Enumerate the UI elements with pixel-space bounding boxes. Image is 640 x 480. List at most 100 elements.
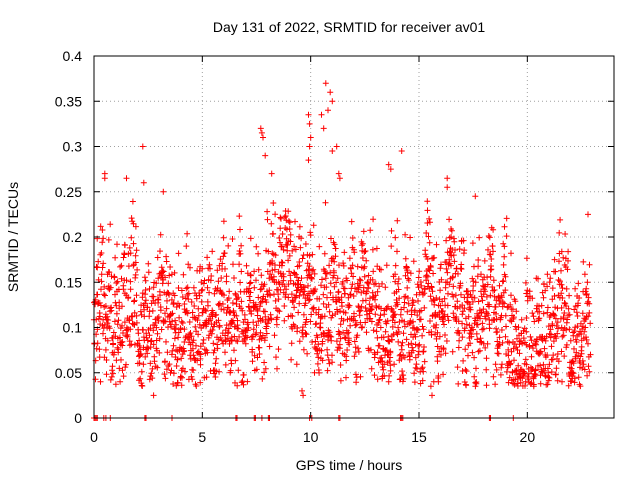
- data-point: [346, 255, 353, 262]
- data-point: [518, 337, 524, 344]
- data-point: [272, 211, 279, 218]
- data-point: [483, 366, 490, 373]
- data-point: [118, 339, 125, 346]
- data-point: [499, 278, 506, 285]
- data-point: [448, 227, 455, 234]
- data-point: [131, 297, 138, 304]
- data-point: [450, 293, 457, 300]
- data-point: [344, 347, 351, 353]
- data-point: [104, 320, 111, 327]
- data-point: [480, 325, 487, 332]
- data-point: [484, 281, 491, 288]
- data-point: [435, 373, 442, 379]
- data-point: [565, 382, 572, 389]
- data-point: [523, 255, 530, 262]
- data-point: [351, 338, 358, 345]
- y-tick-label: 0.2: [63, 229, 83, 245]
- data-point: [408, 311, 415, 318]
- data-point: [155, 275, 162, 282]
- data-point: [102, 292, 108, 299]
- data-point: [170, 381, 177, 387]
- data-point: [296, 223, 303, 230]
- data-point: [394, 301, 401, 308]
- data-point: [157, 248, 163, 255]
- data-point: [228, 360, 235, 367]
- data-point: [109, 363, 116, 370]
- data-point: [264, 216, 271, 223]
- data-point: [104, 313, 111, 320]
- data-point: [190, 284, 197, 291]
- data-point: [114, 241, 120, 248]
- data-point: [101, 291, 107, 298]
- data-point: [434, 358, 441, 365]
- data-point: [247, 235, 254, 242]
- data-point: [523, 315, 530, 321]
- data-point: [292, 218, 298, 225]
- data-point: [207, 265, 213, 272]
- data-point: [153, 337, 160, 344]
- data-point: [570, 370, 577, 377]
- data-point: [415, 274, 422, 281]
- data-point: [305, 111, 312, 118]
- data-point: [96, 346, 103, 353]
- data-point: [527, 380, 534, 387]
- data-point: [526, 343, 533, 350]
- y-tick-label: 0.35: [55, 93, 82, 109]
- data-point: [586, 368, 593, 375]
- data-point: [507, 360, 514, 367]
- data-point: [546, 374, 553, 381]
- data-point: [502, 273, 509, 280]
- data-point: [365, 272, 372, 279]
- data-point: [173, 304, 180, 310]
- data-point: [206, 289, 213, 296]
- data-point: [328, 235, 334, 242]
- data-point: [194, 357, 201, 364]
- data-point: [175, 250, 182, 257]
- data-point: [446, 216, 453, 223]
- data-point: [551, 256, 558, 263]
- data-point: [500, 277, 507, 284]
- data-point: [459, 308, 466, 315]
- data-point: [544, 352, 551, 359]
- data-point: [138, 368, 145, 375]
- data-point: [306, 252, 313, 259]
- data-point: [189, 376, 196, 383]
- data-point: [240, 371, 247, 378]
- data-point: [367, 227, 374, 234]
- data-point: [527, 333, 534, 340]
- data-point: [176, 302, 183, 309]
- data-point: [520, 335, 527, 342]
- data-point: [296, 259, 303, 265]
- x-axis-label: GPS time / hours: [296, 457, 403, 473]
- data-point: [416, 268, 423, 275]
- data-point: [469, 298, 476, 305]
- data-point: [558, 267, 564, 274]
- data-point: [571, 328, 578, 335]
- data-point: [372, 280, 379, 287]
- data-point: [171, 335, 178, 342]
- data-point: [566, 311, 573, 318]
- data-point: [270, 230, 277, 237]
- data-point: [486, 251, 493, 258]
- data-point: [383, 347, 390, 354]
- data-point: [199, 286, 206, 293]
- data-point: [411, 370, 418, 377]
- data-point: [172, 326, 178, 333]
- data-point: [153, 324, 160, 331]
- data-point: [246, 293, 253, 300]
- data-point: [213, 311, 220, 318]
- data-point: [444, 313, 451, 320]
- data-point: [443, 237, 450, 244]
- data-point: [399, 339, 406, 346]
- data-point: [94, 340, 101, 347]
- data-point: [290, 298, 297, 305]
- data-point: [219, 337, 225, 344]
- data-point: [200, 336, 207, 343]
- data-point: [587, 320, 594, 327]
- data-point: [237, 226, 243, 233]
- data-point: [361, 248, 368, 255]
- data-point: [577, 383, 584, 390]
- data-point: [193, 295, 200, 302]
- data-point: [154, 364, 161, 371]
- data-point: [342, 290, 348, 297]
